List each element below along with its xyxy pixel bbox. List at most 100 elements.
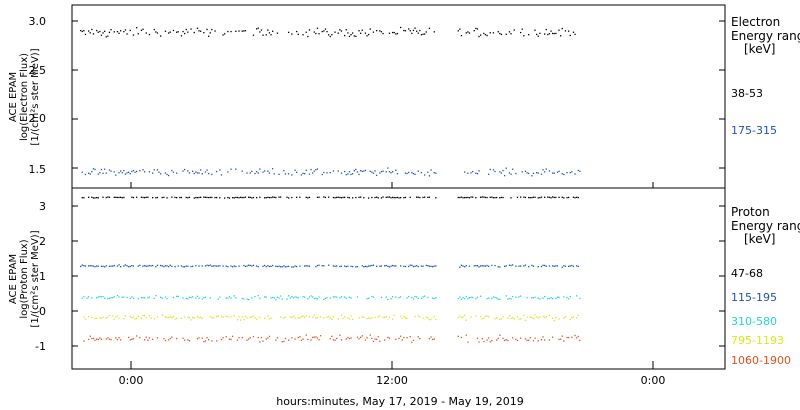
data-point <box>185 265 187 267</box>
data-point <box>235 30 237 32</box>
data-point <box>321 265 323 267</box>
data-point <box>297 336 299 339</box>
data-point <box>566 197 568 199</box>
data-point <box>539 316 541 318</box>
data-point <box>417 297 419 300</box>
data-point <box>294 317 296 319</box>
data-point <box>120 339 122 341</box>
data-point <box>433 265 435 267</box>
data-point <box>459 196 461 199</box>
data-point <box>569 318 571 320</box>
data-point <box>219 296 221 298</box>
data-point <box>193 172 195 175</box>
data-point <box>483 265 485 267</box>
data-point <box>377 197 379 199</box>
data-point <box>198 172 200 174</box>
data-point <box>486 196 488 199</box>
data-point <box>131 296 133 298</box>
data-point <box>289 297 291 299</box>
data-point <box>401 339 403 341</box>
data-point <box>267 315 269 317</box>
data-point <box>80 265 82 268</box>
data-point <box>422 196 424 199</box>
data-point <box>332 339 335 341</box>
data-point <box>84 33 87 36</box>
data-point <box>457 335 459 337</box>
data-point <box>201 265 203 267</box>
data-point <box>340 314 343 316</box>
data-point <box>475 172 477 174</box>
data-point <box>486 315 488 317</box>
data-point <box>92 197 95 199</box>
data-point <box>417 315 419 317</box>
data-point <box>348 296 351 298</box>
data-point <box>100 296 103 298</box>
data-point <box>291 196 293 199</box>
electron-ytick-label: 1.5 <box>29 163 47 176</box>
data-point <box>124 173 127 175</box>
data-point <box>227 297 229 299</box>
data-point <box>579 297 581 300</box>
data-point <box>308 296 311 298</box>
legend-entries: 38-53 175-315 47-68 115-195 310-580 795-1193 1… <box>731 87 791 367</box>
data-point <box>230 168 232 170</box>
data-point <box>102 265 104 267</box>
data-point <box>422 265 424 267</box>
data-point <box>246 265 248 267</box>
data-point <box>478 266 480 268</box>
data-point <box>513 29 515 31</box>
data-point <box>324 297 327 299</box>
data-point <box>552 298 554 300</box>
data-point <box>385 316 387 318</box>
data-point <box>142 196 144 199</box>
data-point <box>512 168 514 170</box>
data-point <box>420 34 423 36</box>
data-point <box>308 316 311 318</box>
data-point <box>548 33 551 35</box>
data-point <box>193 317 195 319</box>
data-point <box>307 197 309 199</box>
data-point <box>363 316 365 319</box>
data-point <box>344 34 346 37</box>
data-point <box>137 265 139 267</box>
data-point <box>376 265 378 267</box>
data-point <box>113 265 115 267</box>
data-point <box>249 172 251 174</box>
data-point <box>184 339 186 341</box>
data-point <box>270 34 272 36</box>
data-point <box>123 170 125 172</box>
data-point <box>132 34 135 36</box>
data-point <box>480 295 482 297</box>
data-point <box>320 335 322 337</box>
data-point <box>339 265 341 268</box>
data-point <box>537 297 539 299</box>
data-point <box>414 265 416 267</box>
data-point <box>209 196 211 199</box>
data-point <box>305 265 307 267</box>
data-point <box>176 317 178 320</box>
data-point <box>195 265 197 267</box>
data-point <box>414 316 416 318</box>
data-point <box>272 196 274 198</box>
data-point <box>120 30 122 32</box>
data-point <box>144 339 146 341</box>
data-point <box>275 265 277 267</box>
data-point <box>460 298 463 300</box>
data-point <box>371 196 373 199</box>
data-point <box>571 264 573 267</box>
data-point <box>243 298 245 300</box>
data-point <box>526 316 528 318</box>
data-point <box>510 173 512 175</box>
data-point <box>84 173 87 176</box>
data-point <box>172 296 175 299</box>
data-point <box>142 265 144 267</box>
proton-legend-units: [keV] <box>744 232 775 246</box>
data-point <box>358 196 360 198</box>
data-point <box>428 338 431 340</box>
data-point <box>340 265 343 267</box>
data-point <box>545 265 547 267</box>
data-point <box>460 336 463 339</box>
data-point <box>132 169 135 172</box>
data-point <box>403 197 405 199</box>
